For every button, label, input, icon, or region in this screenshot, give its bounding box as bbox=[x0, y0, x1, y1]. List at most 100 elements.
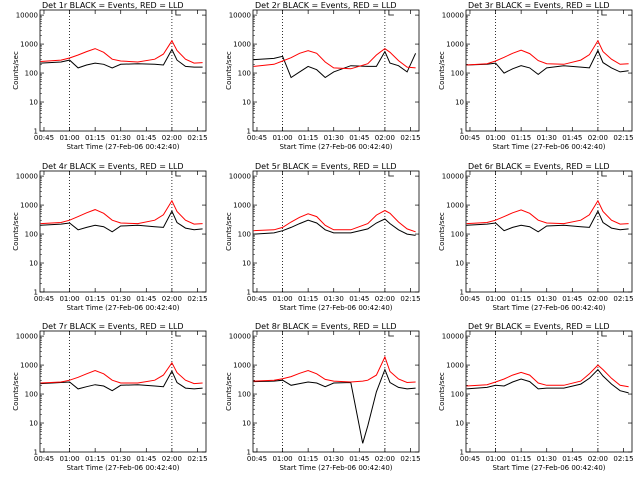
y-tick-label: 1000 bbox=[233, 202, 251, 210]
y-tick-label: 10 bbox=[455, 260, 464, 268]
y-tick-label: 1000 bbox=[20, 202, 38, 210]
x-tick-label: 01:45 bbox=[136, 455, 156, 463]
y-tick-label: 1 bbox=[460, 449, 464, 457]
y-tick-label: 1 bbox=[247, 128, 251, 136]
x-axis-label: Start Time (27-Feb-06 00:42:40) bbox=[66, 464, 179, 472]
series-line-events bbox=[253, 368, 416, 444]
top-marker bbox=[388, 331, 394, 337]
y-tick-label: 10 bbox=[29, 420, 38, 428]
plot-frame bbox=[39, 330, 207, 453]
y-tick-label: 10 bbox=[242, 420, 251, 428]
y-tick-label: 1000 bbox=[446, 202, 464, 210]
x-tick-label: 01:30 bbox=[324, 134, 344, 142]
x-tick-label: 02:00 bbox=[588, 134, 608, 142]
x-tick-label: 01:15 bbox=[85, 134, 105, 142]
x-tick-label: 01:45 bbox=[136, 134, 156, 142]
y-tick-label: 1 bbox=[247, 449, 251, 457]
chart-title: Det 7r BLACK = Events, RED = LLD bbox=[42, 322, 184, 331]
series-line-events bbox=[466, 49, 629, 76]
x-axis-label: Start Time (27-Feb-06 00:42:40) bbox=[279, 143, 392, 151]
x-tick-label: 01:15 bbox=[298, 295, 318, 303]
x-tick-label: 01:45 bbox=[349, 134, 369, 142]
y-axis-label: Counts/sec bbox=[438, 372, 446, 411]
chart-panel-6: Det 6r BLACK = Events, RED = LLD 1 10 100 10… bbox=[438, 162, 634, 312]
x-tick-label: 02:00 bbox=[375, 134, 395, 142]
x-tick-label: 00:45 bbox=[247, 455, 267, 463]
x-axis-label: Start Time (27-Feb-06 00:42:40) bbox=[492, 143, 605, 151]
chart-panel-4: Det 4r BLACK = Events, RED = LLD 1 10 100 10… bbox=[12, 162, 208, 312]
chart-panel-5: Det 5r BLACK = Events, RED = LLD 1 10 100 10… bbox=[225, 162, 421, 312]
y-tick-label: 10 bbox=[455, 420, 464, 428]
y-tick-label: 10000 bbox=[16, 333, 38, 341]
x-tick-label: 00:45 bbox=[460, 455, 480, 463]
series-line-lld bbox=[40, 199, 203, 225]
x-tick-label: 02:00 bbox=[375, 455, 395, 463]
top-marker bbox=[601, 171, 607, 177]
plot-frame bbox=[252, 170, 420, 293]
y-tick-label: 100 bbox=[238, 231, 251, 239]
series-line-events bbox=[40, 48, 203, 69]
x-tick-label: 01:15 bbox=[85, 455, 105, 463]
x-axis-label: Start Time (27-Feb-06 00:42:40) bbox=[66, 143, 179, 151]
y-tick-label: 10 bbox=[455, 99, 464, 107]
x-tick-label: 02:15 bbox=[613, 455, 633, 463]
x-tick-label: 01:30 bbox=[324, 455, 344, 463]
series-line-lld bbox=[253, 209, 416, 233]
x-axis-label: Start Time (27-Feb-06 00:42:40) bbox=[492, 304, 605, 312]
plot-frame bbox=[465, 330, 633, 453]
x-tick-label: 01:15 bbox=[298, 455, 318, 463]
x-axis-label: Start Time (27-Feb-06 00:42:40) bbox=[279, 464, 392, 472]
chart-title: Det 8r BLACK = Events, RED = LLD bbox=[255, 322, 397, 331]
x-tick-label: 01:30 bbox=[324, 295, 344, 303]
x-tick-label: 01:00 bbox=[485, 134, 505, 142]
chart-title: Det 9r BLACK = Events, RED = LLD bbox=[468, 322, 610, 331]
y-tick-label: 10000 bbox=[442, 173, 464, 181]
x-tick-label: 02:15 bbox=[187, 455, 207, 463]
y-tick-label: 1000 bbox=[446, 362, 464, 370]
y-tick-label: 1000 bbox=[20, 41, 38, 49]
y-tick-label: 1 bbox=[247, 289, 251, 297]
x-tick-label: 01:30 bbox=[111, 455, 131, 463]
x-tick-label: 01:00 bbox=[59, 134, 79, 142]
series-line-events bbox=[253, 50, 417, 79]
y-tick-label: 10 bbox=[29, 260, 38, 268]
chart-panel-9: Det 9r BLACK = Events, RED = LLD 1 10 100 10… bbox=[438, 322, 634, 472]
x-axis-label: Start Time (27-Feb-06 00:42:40) bbox=[66, 304, 179, 312]
x-tick-label: 01:30 bbox=[537, 134, 557, 142]
x-tick-label: 01:00 bbox=[272, 455, 292, 463]
y-tick-label: 100 bbox=[25, 231, 38, 239]
x-tick-label: 01:00 bbox=[59, 455, 79, 463]
series-line-lld bbox=[466, 39, 629, 66]
x-tick-label: 01:45 bbox=[562, 295, 582, 303]
y-axis-label: Counts/sec bbox=[225, 51, 233, 90]
y-axis-label: Counts/sec bbox=[438, 51, 446, 90]
top-marker bbox=[175, 331, 181, 337]
y-tick-label: 10000 bbox=[442, 12, 464, 20]
x-axis-label: Start Time (27-Feb-06 00:42:40) bbox=[492, 464, 605, 472]
y-tick-label: 10000 bbox=[229, 173, 251, 181]
plot-frame bbox=[465, 9, 633, 132]
top-marker bbox=[601, 10, 607, 16]
series-line-lld bbox=[466, 364, 629, 388]
y-axis-label: Counts/sec bbox=[12, 51, 20, 90]
x-tick-label: 01:15 bbox=[85, 295, 105, 303]
x-tick-label: 02:00 bbox=[588, 455, 608, 463]
x-tick-label: 02:15 bbox=[400, 134, 420, 142]
y-tick-label: 10000 bbox=[16, 12, 38, 20]
x-tick-label: 00:45 bbox=[247, 134, 267, 142]
x-tick-label: 02:15 bbox=[400, 295, 420, 303]
x-axis-label: Start Time (27-Feb-06 00:42:40) bbox=[279, 304, 392, 312]
series-line-events bbox=[466, 368, 629, 394]
chart-panel-1: Det 1r BLACK = Events, RED = LLD 1 10 100 10… bbox=[12, 1, 208, 151]
series-line-lld bbox=[253, 47, 416, 70]
y-tick-label: 100 bbox=[451, 231, 464, 239]
plot-frame bbox=[465, 170, 633, 293]
chart-title: Det 3r BLACK = Events, RED = LLD bbox=[468, 1, 610, 10]
series-line-lld bbox=[40, 361, 203, 385]
y-tick-label: 1000 bbox=[446, 41, 464, 49]
chart-title: Det 2r BLACK = Events, RED = LLD bbox=[255, 1, 397, 10]
series-line-events bbox=[466, 209, 629, 233]
y-axis-label: Counts/sec bbox=[12, 212, 20, 251]
x-tick-label: 02:15 bbox=[187, 295, 207, 303]
